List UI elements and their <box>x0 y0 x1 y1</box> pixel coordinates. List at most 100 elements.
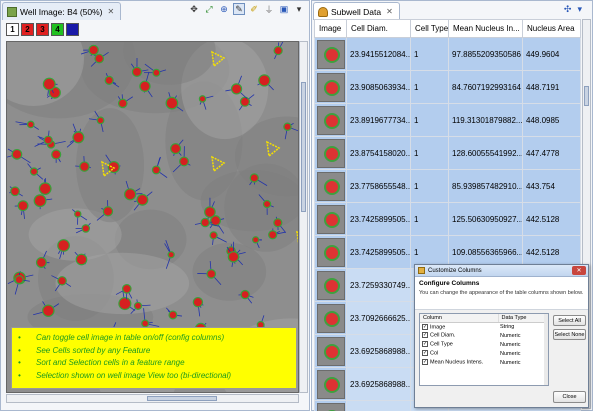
cell-marker <box>66 123 85 148</box>
column-list-type: Numeric <box>500 359 521 366</box>
image-toolbar: ✥ ⤢ ⊕ ✎ ✐ ⏚ ▣ ▾ <box>188 3 305 15</box>
cell-marker <box>133 191 153 211</box>
column-list-name: ✓ Mean Nucleus Intens. <box>422 359 484 366</box>
channel-toggle[interactable]: 4 <box>51 23 64 36</box>
cell-marker <box>9 186 23 197</box>
cell-marker <box>80 44 99 56</box>
table-cell: 97.8855209350586 <box>448 37 523 71</box>
close-button[interactable]: Close <box>553 391 586 403</box>
zoom-icon[interactable]: ⊕ <box>220 3 228 14</box>
table-row[interactable]: 23.8754158020... 1 128.60055541992... 447.4… <box>314 136 581 170</box>
cell-image <box>314 202 347 236</box>
channel-toggle[interactable]: 2 <box>21 23 34 36</box>
column-list-name: ✓ Col <box>422 350 439 357</box>
cell-marker <box>166 307 183 320</box>
column-list: Column Data Type ✓ Image String ✓ Cell Diam.… <box>419 313 549 386</box>
selection-marker <box>211 50 226 68</box>
cell-marker <box>194 217 219 228</box>
list-header-data-type[interactable]: Data Type <box>498 314 547 323</box>
checkbox[interactable]: ✓ <box>422 323 428 330</box>
export-icon[interactable]: ▣ <box>279 3 289 14</box>
column-list-item[interactable]: ✓ Cell Diam. Numeric <box>420 331 546 340</box>
image-vertical-scrollbar[interactable] <box>299 41 308 393</box>
move-icon[interactable]: ✥ <box>190 3 198 14</box>
cell-marker <box>249 173 268 186</box>
dialog-heading: Configure Columns <box>419 280 480 287</box>
column-header-image[interactable]: Image <box>314 19 347 38</box>
column-list-scrollbar[interactable] <box>544 314 548 385</box>
cell-marker <box>144 63 167 77</box>
customize-columns-dialog: Customize Columns ✕ Configure Columns Yo… <box>414 264 589 408</box>
note-item: • Can toggle cell image in table on/off (… <box>18 333 225 342</box>
cell-marker <box>130 58 149 77</box>
cell-marker <box>192 296 204 317</box>
filter-icon[interactable]: ⏚ <box>264 4 274 15</box>
checkbox[interactable]: ✓ <box>422 341 428 348</box>
column-header-nucleus-area[interactable]: Nucleus Area <box>522 19 581 38</box>
column-list-item[interactable]: ✓ Image String <box>420 322 546 331</box>
checkbox[interactable]: ✓ <box>422 359 428 366</box>
dialog-close-icon[interactable]: ✕ <box>572 266 586 275</box>
cell-marker <box>139 71 153 98</box>
list-header-column[interactable]: Column <box>420 314 499 323</box>
column-list-item[interactable]: ✓ Mean Nucleus Intens. Numeric <box>420 358 546 367</box>
column-header-mean-nucleus[interactable]: Mean Nucleus In... <box>448 19 523 38</box>
table-row[interactable]: 23.9085063934... 1 84.7607192993164 448.719… <box>314 70 581 104</box>
cell-image <box>314 169 347 203</box>
cell-marker <box>165 92 184 112</box>
well-image-icon <box>7 6 17 17</box>
pencil-icon[interactable]: ✎ <box>233 3 245 15</box>
channel-toggle[interactable]: 3 <box>36 23 49 36</box>
subwell-data-title: Subwell Data <box>331 6 382 17</box>
cell-marker <box>209 231 227 245</box>
cell-marker <box>198 95 214 110</box>
subwell-data-tab[interactable]: Subwell Data ✕ <box>313 2 400 20</box>
cell-marker <box>57 239 70 259</box>
column-header-cell-type[interactable]: Cell Type <box>410 19 449 38</box>
selection-marker <box>101 160 116 178</box>
cell-marker <box>164 240 175 269</box>
cell-marker <box>118 290 136 311</box>
image-horizontal-scrollbar[interactable] <box>6 394 299 403</box>
view-menu-icon[interactable]: ▾ <box>577 4 582 14</box>
well-image-tab[interactable]: Well Image: B4 (50%) ✕ <box>2 2 122 20</box>
table-row[interactable]: 23.7758655548... 1 85.939857482910... 443.7… <box>314 169 581 203</box>
channel-toggle[interactable] <box>66 23 79 36</box>
pin-icon[interactable]: ✣ <box>563 4 572 14</box>
close-icon[interactable]: ✕ <box>386 7 393 16</box>
table-cell: 1 <box>410 169 449 203</box>
selection-marker <box>211 155 226 173</box>
menu-icon[interactable]: ▾ <box>296 3 302 14</box>
select-none-button[interactable]: Select None <box>553 329 586 340</box>
cell-image <box>314 367 347 401</box>
table-row[interactable]: 23.9415512084... 1 97.8855209350586 449.960… <box>314 37 581 71</box>
fit-icon[interactable]: ⤢ <box>205 3 213 14</box>
feature-notes: • Can toggle cell image in table on/off (… <box>11 327 297 389</box>
column-header-cell-diam[interactable]: Cell Diam. <box>346 19 411 38</box>
cell-thumbnail <box>317 171 345 201</box>
column-list-item[interactable]: ✓ Col Numeric <box>420 349 546 358</box>
cell-marker <box>88 110 105 133</box>
cell-image <box>314 301 347 335</box>
cell-image <box>314 400 347 411</box>
channel-toggle[interactable]: 1 <box>6 23 19 36</box>
cell-marker <box>238 289 254 304</box>
cell-thumbnail <box>317 237 345 267</box>
checkbox[interactable]: ✓ <box>422 332 428 339</box>
dialog-header: Configure Columns You can change the app… <box>415 277 588 310</box>
cell-marker <box>72 209 88 225</box>
table-row[interactable]: 23.7425899505... 1 125.50630950927... 442.5… <box>314 202 581 236</box>
column-list-item[interactable]: ✓ Cell Type Numeric <box>420 340 546 349</box>
table-cell: 23.7259330749... <box>346 268 411 302</box>
table-row[interactable]: 23.8919677734... 1 119.31301879882... 448.0… <box>314 103 581 137</box>
table-vertical-scrollbar[interactable] <box>582 19 591 409</box>
table-cell: 23.7092666625... <box>346 301 411 335</box>
column-list-type: Numeric <box>500 350 521 357</box>
cell-thumbnail <box>317 39 345 69</box>
select-all-button[interactable]: Select All <box>553 315 586 326</box>
checkbox[interactable]: ✓ <box>422 350 428 357</box>
cell-marker <box>268 228 286 240</box>
close-icon[interactable]: ✕ <box>107 7 115 16</box>
highlight-icon[interactable]: ✐ <box>250 3 258 14</box>
